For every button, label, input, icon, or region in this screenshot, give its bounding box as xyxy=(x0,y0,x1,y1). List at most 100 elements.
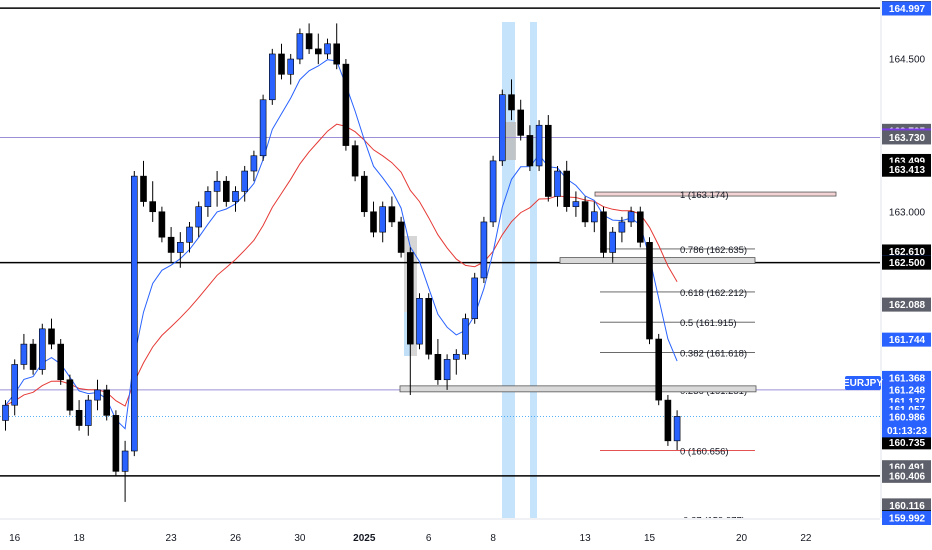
fib-level-label: 0.618 (162.212) xyxy=(680,288,747,299)
candle-body xyxy=(600,211,607,253)
candle-body xyxy=(581,201,589,223)
countdown-bg xyxy=(882,423,931,438)
price-tick[interactable]: 161.744 xyxy=(882,332,931,347)
candle xyxy=(397,216,405,258)
candle xyxy=(480,216,488,284)
candle xyxy=(554,165,561,207)
candle-body xyxy=(85,399,92,426)
candle-body xyxy=(636,211,644,243)
time-axis-bg[interactable] xyxy=(0,518,880,550)
price-tag-bg xyxy=(882,468,931,483)
supply-zone[interactable] xyxy=(559,257,756,264)
candle xyxy=(416,293,423,350)
candle-body xyxy=(195,206,202,228)
candle-body xyxy=(305,33,313,50)
candle xyxy=(544,115,552,202)
candle-body xyxy=(278,53,285,75)
candle-body xyxy=(131,175,138,452)
candle xyxy=(278,43,285,80)
fib-level-label: 0.5 (161.915) xyxy=(680,318,737,329)
fibonacci-retracement[interactable]: 1 (163.174) 0.786 (162.635) 0.618 (162.212… xyxy=(594,190,837,527)
demand-zone[interactable] xyxy=(399,385,757,393)
price-tag-bg xyxy=(882,435,931,450)
candle xyxy=(342,59,350,151)
candle xyxy=(140,160,147,207)
candle xyxy=(186,221,193,253)
candle-body xyxy=(627,211,635,223)
candle-body xyxy=(296,33,304,60)
price-tick-label: 163.499 xyxy=(889,156,926,167)
candle-body xyxy=(618,221,626,233)
price-tick[interactable]: 160.735 xyxy=(882,435,931,450)
candle-body xyxy=(314,48,322,55)
candle-body xyxy=(66,379,74,411)
candle xyxy=(443,354,451,390)
price-tag-bg xyxy=(882,1,931,16)
price-tick-label: 163.000 xyxy=(889,207,926,218)
price-axis[interactable]: 165.000164.997164.500163.795163.750163.7… xyxy=(880,0,932,550)
price-tick[interactable]: 160.986 xyxy=(882,409,931,424)
price-tick[interactable]: 164.997 xyxy=(882,1,931,16)
candle-body xyxy=(462,318,469,355)
candle-body xyxy=(38,328,46,370)
candle xyxy=(11,359,18,416)
candle xyxy=(462,313,469,360)
session-highlight xyxy=(530,22,537,518)
price-tick[interactable]: 160.406 xyxy=(882,468,931,483)
candle-body xyxy=(20,343,28,365)
candle-body xyxy=(103,389,110,416)
price-axis-bg[interactable] xyxy=(881,0,932,550)
price-tick[interactable]: 162.610 xyxy=(882,244,931,259)
price-tick[interactable]: 162.088 xyxy=(882,297,931,312)
price-tick-label: 163.730 xyxy=(889,133,926,144)
candle xyxy=(498,89,506,166)
price-tick[interactable]: 164.500 xyxy=(889,55,926,66)
candle xyxy=(646,237,653,345)
candle xyxy=(131,171,138,457)
candle xyxy=(388,196,396,228)
candle xyxy=(149,181,156,222)
candle-body xyxy=(333,43,341,65)
price-tick-label: 162.500 xyxy=(889,258,926,269)
price-tick[interactable]: 163.413 xyxy=(882,162,931,177)
symbol-tag-bg xyxy=(845,376,881,390)
price-tick[interactable]: 159.992 xyxy=(882,511,931,525)
candle xyxy=(103,384,110,421)
candle xyxy=(324,38,331,60)
candle-body xyxy=(149,201,156,213)
candle-body xyxy=(471,277,479,319)
price-tick-label: 159.992 xyxy=(889,514,926,525)
time-tick-label: 18 xyxy=(74,533,86,544)
candle-body xyxy=(590,211,598,223)
price-tick[interactable]: 162.500 xyxy=(882,255,931,270)
fib-level-box[interactable] xyxy=(594,191,837,197)
time-axis[interactable]: 16 18 23 26 30 2025 6 8 13 15 20 22 xyxy=(0,518,880,550)
fib-level-label: 0.786 (162.635) xyxy=(680,245,747,256)
candle-body xyxy=(370,211,377,233)
price-tick-label: 160.116 xyxy=(889,501,925,512)
price-tag-bg xyxy=(882,297,931,312)
candle xyxy=(434,339,442,385)
horizontal-levels[interactable] xyxy=(0,7,880,477)
candle xyxy=(452,349,460,375)
candle xyxy=(526,125,534,172)
candle xyxy=(600,206,607,258)
candle-body xyxy=(508,94,515,111)
price-tick[interactable]: 163.730 xyxy=(882,130,931,145)
candle xyxy=(590,201,598,233)
price-tick-label: 161.137 xyxy=(889,397,926,408)
price-tick-label: 161.248 xyxy=(889,386,926,397)
price-tick[interactable]: 160.116 xyxy=(882,498,931,513)
price-tick[interactable]: 161.368 xyxy=(882,370,931,385)
candle-body xyxy=(406,252,414,345)
price-tick[interactable]: 163.000 xyxy=(889,207,926,218)
candle xyxy=(406,247,414,396)
price-tick[interactable]: 161.248 xyxy=(882,383,931,398)
candle-body xyxy=(434,353,442,381)
price-tag-bg xyxy=(882,498,931,513)
candle xyxy=(232,186,239,212)
candle-body xyxy=(177,242,184,253)
time-tick-label: 13 xyxy=(580,533,592,544)
